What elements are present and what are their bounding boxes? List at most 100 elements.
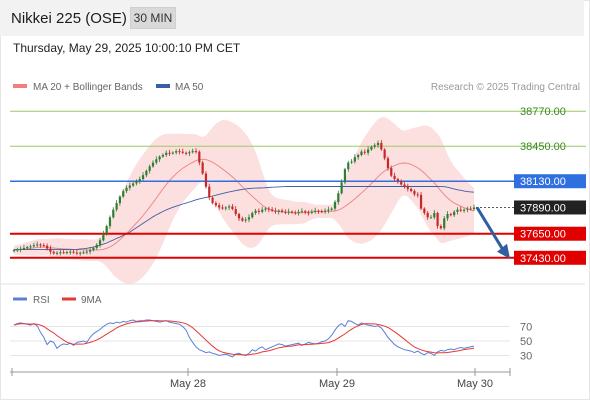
datetime-label: Thursday, May 29, 2025 10:00:10 PM CET — [13, 41, 241, 55]
candle-body — [208, 186, 211, 198]
x-tick-label: May 30 — [457, 378, 493, 390]
support-label-bg — [514, 226, 586, 241]
candle-body — [350, 161, 353, 163]
candle-body — [360, 151, 363, 155]
candle-body — [439, 226, 443, 229]
candle-body — [261, 209, 264, 212]
candle-body — [390, 168, 393, 176]
candle-body — [323, 210, 327, 212]
x-tick-label: May 28 — [170, 378, 206, 390]
candle-body — [297, 211, 300, 213]
candle-body — [115, 203, 118, 210]
candle-body — [19, 248, 22, 250]
candle-body — [16, 249, 19, 251]
candle-body — [449, 214, 452, 216]
candle-body — [32, 245, 35, 247]
candle-body — [386, 158, 390, 169]
candle-body — [45, 245, 49, 249]
candle-body — [310, 211, 313, 213]
support-price-label: 37650.00 — [520, 229, 566, 241]
candle-body — [52, 251, 55, 254]
x-tick-label: May 29 — [319, 378, 355, 390]
candle-body — [198, 151, 201, 163]
candle-body — [168, 152, 171, 154]
candle-body — [469, 208, 472, 210]
pivot-price-label: 38130.00 — [520, 176, 566, 188]
candle-body — [373, 145, 376, 147]
candle-body — [181, 151, 184, 153]
candle-body — [462, 209, 466, 211]
candle-body — [277, 210, 280, 212]
candle-body — [393, 175, 396, 180]
timeframe-button[interactable]: 30 MIN — [130, 7, 176, 29]
candle-body — [39, 244, 42, 246]
chart-legend: MA 20 + Bollinger Bands MA 50 Research ©… — [13, 82, 580, 93]
candle-body — [274, 210, 277, 212]
candle-body — [191, 151, 194, 153]
forecast-arrowhead — [497, 243, 510, 259]
candle-body — [307, 212, 310, 214]
candle-body — [304, 211, 307, 213]
candle-body — [95, 244, 98, 248]
candle-body — [363, 151, 366, 153]
candle-body — [118, 196, 121, 204]
candle-body — [317, 210, 320, 212]
candle-body — [122, 191, 125, 197]
candle-body — [237, 214, 241, 219]
candle-body — [271, 209, 274, 211]
candle-body — [241, 218, 244, 221]
rsi-level-label: 70 — [520, 322, 532, 334]
candle-body — [22, 247, 26, 249]
candle-body — [367, 149, 370, 153]
candle-body — [102, 233, 105, 241]
candle-body — [178, 151, 181, 153]
candle-body — [155, 159, 158, 163]
support-price-label: 37430.00 — [520, 253, 566, 265]
candle-body — [65, 252, 69, 254]
candle-body — [406, 186, 409, 189]
candle-body — [105, 226, 108, 234]
candle-body — [194, 151, 198, 153]
candle-body — [92, 247, 95, 251]
candle-body — [466, 208, 469, 210]
candle-body — [89, 250, 92, 252]
candle-body — [251, 212, 254, 218]
bollinger-band — [14, 117, 474, 284]
candle-body — [158, 156, 161, 160]
candle-body — [436, 212, 439, 227]
candle-body — [82, 252, 85, 254]
candle-body — [247, 217, 251, 220]
candle-body — [333, 202, 337, 209]
candle-body — [228, 206, 231, 208]
candle-body — [244, 219, 247, 221]
candle-body — [429, 217, 433, 219]
rsi-line — [13, 319, 475, 358]
candle-body — [347, 162, 350, 170]
candle-body — [287, 211, 290, 213]
candle-body — [42, 245, 45, 247]
candle-body — [72, 251, 75, 253]
symbol-title: Nikkei 225 (OSE) — [11, 10, 127, 27]
candle-body — [62, 252, 65, 254]
candle-body — [327, 209, 330, 211]
candle-body — [108, 217, 112, 227]
candle-body — [171, 152, 174, 154]
rsi-legend-label: RSI — [33, 295, 50, 306]
candle-body — [290, 211, 294, 213]
ma50-legend-label: MA 50 — [175, 82, 204, 93]
candle-body — [383, 149, 386, 159]
candle-body — [446, 214, 449, 219]
rsi-ma-legend-label: 9MA — [81, 295, 102, 306]
candle-body — [353, 157, 356, 162]
candle-body — [26, 247, 29, 249]
candle-body — [218, 205, 221, 208]
candle-body — [403, 184, 406, 187]
candle-body — [125, 187, 128, 192]
resistance-price-label: 38770.00 — [520, 106, 566, 118]
candle-body — [98, 240, 102, 245]
ma20-line — [13, 158, 475, 251]
rsi-legend: RSI 9MA — [13, 295, 102, 306]
candle-body — [138, 179, 141, 182]
candle-body — [419, 194, 423, 209]
candle-body — [370, 146, 373, 150]
